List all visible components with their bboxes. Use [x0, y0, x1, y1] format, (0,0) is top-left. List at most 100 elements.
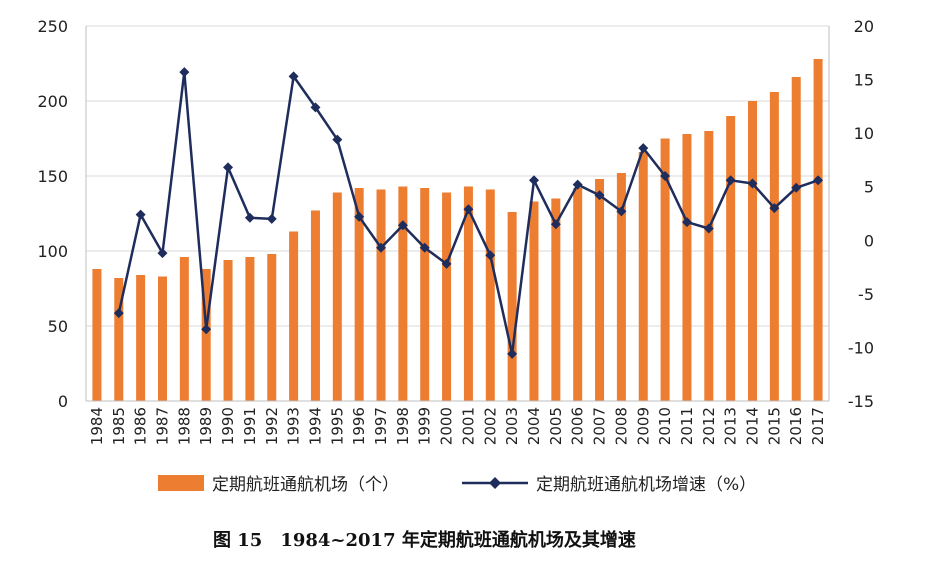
- line-point: [485, 250, 496, 261]
- x-tick-label: 2014: [744, 407, 762, 445]
- x-tick-label: 2009: [634, 407, 652, 445]
- line-point: [769, 203, 780, 214]
- bar: [114, 278, 124, 401]
- left-tick-label: 250: [37, 17, 68, 36]
- x-tick-label: 2006: [569, 407, 587, 445]
- line-point: [791, 182, 802, 193]
- x-tick-label: 2010: [656, 407, 674, 445]
- bar: [376, 189, 386, 401]
- right-tick-label: 5: [864, 178, 874, 197]
- legend-bar-label: 定期航班通航机场（个）: [212, 475, 399, 495]
- right-tick-label: 15: [854, 71, 874, 90]
- line-point: [354, 211, 365, 222]
- bar: [245, 257, 255, 401]
- line-point: [376, 242, 387, 253]
- x-tick-label: 1997: [372, 407, 390, 445]
- line-point: [747, 178, 758, 189]
- bar: [179, 257, 189, 401]
- line-point: [616, 206, 627, 217]
- x-tick-label: 1987: [153, 407, 171, 445]
- line-point: [528, 175, 539, 186]
- bar: [769, 92, 779, 401]
- bar: [223, 260, 233, 401]
- x-tick-label: 2005: [547, 407, 565, 445]
- x-tick-label: 1999: [416, 407, 434, 445]
- right-tick-label: -10: [848, 338, 874, 357]
- bar-series: [92, 59, 823, 401]
- line-point: [550, 219, 561, 230]
- bar: [420, 188, 430, 401]
- x-tick-label: 2003: [503, 407, 521, 445]
- line-point: [419, 242, 430, 253]
- bar: [92, 269, 102, 401]
- right-tick-label: 20: [854, 17, 874, 36]
- line-point: [135, 209, 146, 220]
- bar: [332, 192, 342, 401]
- right-tick-label: 0: [864, 231, 874, 250]
- legend-line-label: 定期航班通航机场增速（%）: [536, 475, 756, 495]
- line-point: [463, 204, 474, 215]
- left-tick-label: 0: [58, 392, 68, 411]
- x-tick-label: 2017: [809, 407, 827, 445]
- gridlines: [86, 25, 829, 327]
- left-tick-label: 50: [48, 317, 68, 336]
- x-tick-label: 1985: [110, 407, 128, 445]
- bar: [616, 173, 626, 401]
- bar: [507, 212, 517, 401]
- bar: [289, 231, 299, 401]
- x-tick-label: 1988: [175, 407, 193, 445]
- x-tick-label: 2004: [525, 407, 543, 445]
- legend-bar-swatch: [158, 475, 204, 491]
- line-point: [660, 171, 671, 181]
- x-tick-label: 1998: [394, 407, 412, 445]
- bar: [813, 59, 823, 401]
- left-tick-label: 200: [37, 92, 68, 111]
- right-tick-label: -5: [858, 285, 874, 304]
- line-point: [179, 67, 190, 78]
- bar: [136, 275, 146, 401]
- bar: [748, 101, 758, 401]
- bar: [595, 179, 605, 401]
- x-tick-label: 1989: [197, 407, 215, 445]
- bar: [310, 210, 320, 401]
- line-point: [507, 348, 518, 359]
- bar: [726, 116, 736, 401]
- legend: 定期航班通航机场（个） 定期航班通航机场增速（%）: [158, 475, 756, 495]
- bar: [660, 138, 670, 401]
- line-point: [681, 217, 692, 228]
- x-tick-label: 1993: [285, 407, 303, 445]
- line-point: [310, 102, 321, 113]
- bar: [354, 188, 364, 401]
- line-series: [113, 67, 824, 359]
- bar: [157, 276, 167, 401]
- bar: [442, 192, 452, 401]
- line-point: [332, 134, 343, 145]
- x-tick-label: 1984: [88, 407, 106, 445]
- bar: [201, 269, 211, 401]
- x-tick-label: 2015: [765, 407, 783, 445]
- line-point: [223, 162, 234, 173]
- x-tick-label: 2002: [481, 407, 499, 445]
- x-tick-label: 2001: [459, 407, 477, 445]
- chart-caption: 图 15 1984~2017 年定期航班通航机场及其增速: [213, 529, 636, 551]
- x-tick-label: 2007: [591, 407, 609, 445]
- bar: [267, 254, 277, 401]
- bar: [682, 134, 692, 401]
- left-axis: 0 50 100 150 200 250: [37, 17, 87, 411]
- bar: [485, 189, 495, 401]
- line-point: [157, 248, 168, 259]
- bar: [463, 186, 473, 401]
- line-point: [266, 213, 277, 224]
- x-tick-label: 2008: [612, 407, 630, 445]
- line-point: [703, 223, 714, 234]
- line-point: [813, 175, 824, 186]
- bar: [529, 201, 539, 401]
- x-tick-label: 2000: [438, 407, 456, 445]
- bar: [638, 152, 648, 401]
- x-tick-label: 1995: [328, 407, 346, 445]
- line-point: [594, 190, 605, 201]
- x-tick-label: 2016: [787, 407, 805, 445]
- x-tick-label: 1992: [263, 407, 281, 445]
- x-tick-label: 2012: [700, 407, 718, 445]
